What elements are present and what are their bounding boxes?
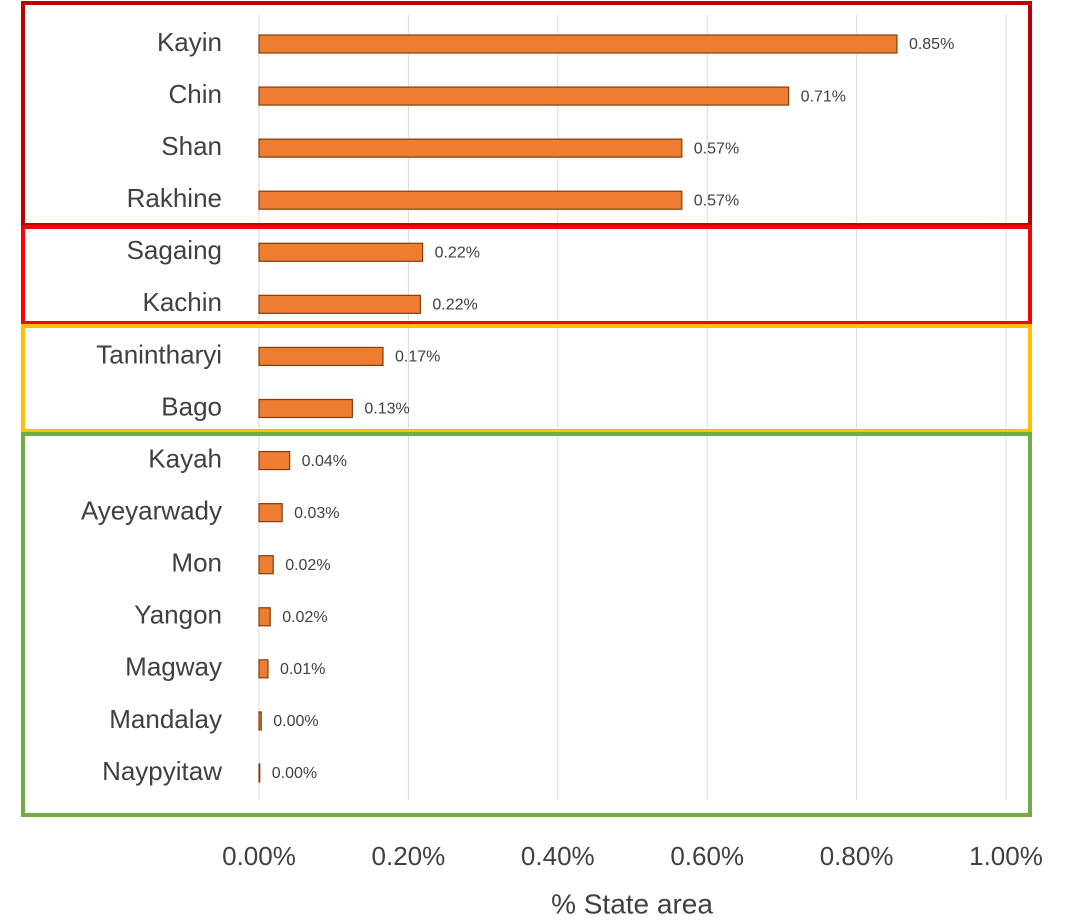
- bar: [258, 190, 683, 210]
- x-tick-label: 0.20%: [372, 841, 446, 871]
- value-label: 0.02%: [282, 609, 327, 626]
- bar: [258, 659, 269, 679]
- y-tick-label: Chin: [169, 79, 222, 109]
- bar: [258, 763, 261, 783]
- y-tick-label: Yangon: [134, 600, 222, 630]
- y-tick-label: Mandalay: [109, 704, 222, 734]
- y-tick-label: Ayeyarwady: [81, 496, 222, 526]
- y-tick-label: Tanintharyi: [96, 339, 222, 369]
- y-tick-label: Bago: [161, 391, 222, 421]
- value-label: 0.85%: [909, 36, 954, 53]
- bar: [258, 294, 421, 314]
- group-box: [21, 225, 1032, 325]
- bar: [258, 503, 283, 523]
- bar: [258, 138, 683, 158]
- value-label: 0.57%: [694, 140, 739, 157]
- value-label: 0.57%: [694, 192, 739, 209]
- bar: [258, 86, 790, 106]
- y-tick-label: Naypyitaw: [102, 756, 222, 786]
- value-label: 0.03%: [294, 505, 339, 522]
- y-tick-label: Rakhine: [127, 183, 222, 213]
- y-tick-label: Shan: [161, 131, 222, 161]
- value-label: 0.02%: [285, 557, 330, 574]
- x-tick-label: 0.80%: [820, 841, 894, 871]
- value-label: 0.01%: [280, 661, 325, 678]
- value-label: 0.17%: [395, 349, 440, 366]
- value-label: 0.13%: [364, 401, 409, 418]
- bar: [258, 607, 271, 627]
- value-label: 0.71%: [801, 88, 846, 105]
- group-box: [21, 432, 1032, 817]
- y-tick-label: Mon: [171, 548, 222, 578]
- value-label: 0.22%: [432, 297, 477, 314]
- plot-area: 0.00% 0.20% 0.40% 0.60% 0.80% 1.00% Kayin 0.85%…: [81, 15, 1043, 871]
- y-tick-label: Kayin: [157, 27, 222, 57]
- x-axis-title: % State area: [551, 888, 713, 919]
- value-label: 0.00%: [273, 713, 318, 730]
- y-tick-label: Kachin: [143, 287, 223, 317]
- value-label: 0.00%: [272, 765, 317, 782]
- bar: [258, 346, 384, 367]
- bar: [258, 555, 274, 575]
- bar: [258, 450, 291, 471]
- y-tick-label: Sagaing: [127, 235, 222, 265]
- bar: [258, 398, 353, 419]
- x-tick-label: 0.60%: [670, 841, 744, 871]
- x-tick-label: 0.00%: [222, 841, 296, 871]
- group-box: [21, 324, 1032, 433]
- value-label: 0.22%: [435, 244, 480, 261]
- x-tick-label: 1.00%: [969, 841, 1043, 871]
- bar: [258, 34, 898, 54]
- bar: [258, 242, 424, 262]
- value-label: 0.04%: [302, 453, 347, 470]
- y-tick-label: Magway: [125, 652, 222, 682]
- bar: [258, 711, 262, 731]
- y-tick-label: Kayah: [148, 443, 222, 473]
- x-tick-label: 0.40%: [521, 841, 595, 871]
